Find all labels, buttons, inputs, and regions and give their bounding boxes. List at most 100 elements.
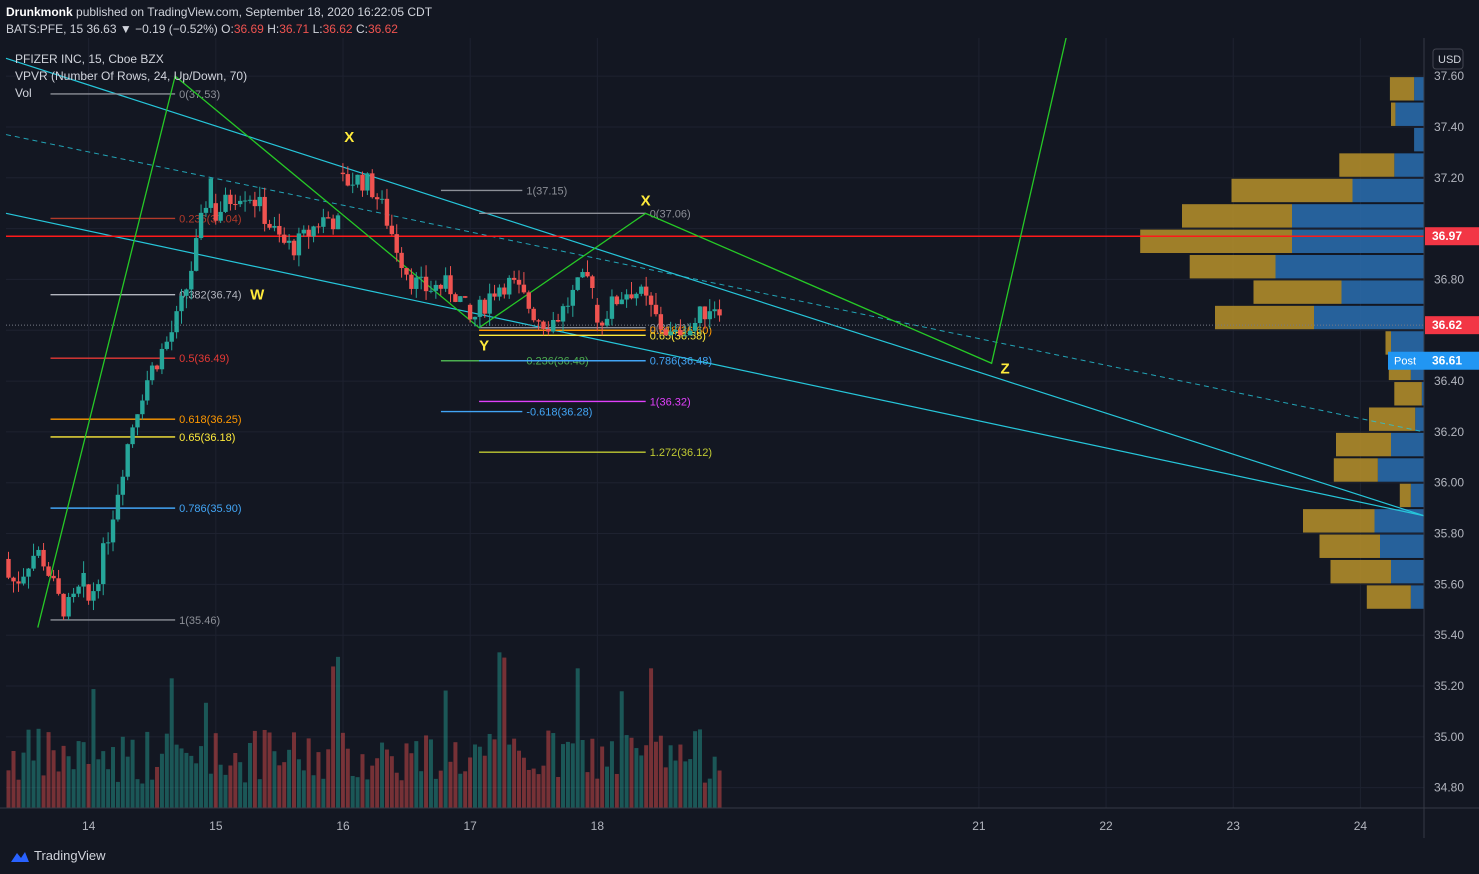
candle-body — [438, 284, 443, 289]
volume-bar — [257, 779, 262, 808]
volume-bar — [458, 773, 463, 808]
time-tick-label: 21 — [972, 819, 986, 833]
volume-bar — [345, 748, 350, 808]
header-bar: Drunkmonk published on TradingView.com, … — [0, 0, 1479, 38]
price-tick-label: 35.60 — [1434, 577, 1464, 591]
candle-body — [6, 558, 11, 578]
last-price-badge-bg — [1425, 316, 1479, 335]
candle-body — [101, 543, 106, 585]
candle-body — [208, 178, 214, 208]
fib-level-label: 0.236(36.48) — [526, 356, 588, 368]
volume-bar — [340, 732, 345, 808]
volume-bar — [477, 746, 482, 808]
candle-body — [355, 174, 360, 185]
candle-body — [717, 309, 722, 316]
volume-bar — [189, 755, 194, 808]
tradingview-logo[interactable]: TradingView — [8, 848, 106, 863]
volume-bar — [693, 731, 698, 808]
vpvr-bar-up — [1140, 229, 1292, 254]
volume-bar — [634, 748, 639, 808]
volume-bar — [243, 782, 248, 808]
candle-body — [272, 225, 277, 228]
volume-bar — [551, 733, 556, 808]
vpvr-bar-up — [1366, 585, 1411, 609]
vpvr-bar-down — [1414, 77, 1424, 101]
candle-body — [511, 277, 517, 280]
fib-level-label: 0.786(35.90) — [179, 503, 241, 515]
volume-bar — [66, 756, 71, 808]
volume-bar — [76, 741, 81, 808]
candle-body — [614, 296, 620, 305]
candle-body — [370, 173, 375, 198]
close-label: C: — [355, 22, 368, 36]
volume-bar — [565, 741, 570, 808]
author-name[interactable]: Drunkmonk — [6, 5, 73, 19]
volume-bar — [556, 777, 561, 808]
price-chart-svg[interactable]: 0(37.53) 0.236(37.04) 0.382(36.74) 0.5(36.4… — [0, 0, 1479, 838]
legend-title[interactable]: PFIZER INC, 15, Cboe BZX — [15, 52, 164, 66]
vpvr-bar-up — [1336, 432, 1391, 457]
tradingview-cloud-icon — [11, 851, 29, 862]
vpvr-bar-up — [1385, 331, 1391, 355]
candle-body — [702, 306, 708, 320]
wxyz-pattern-path — [37, 0, 1076, 628]
last-price-badge: 36.62 — [1432, 318, 1462, 332]
candle-body — [443, 275, 448, 289]
volume-bar — [663, 767, 668, 808]
volume-bar — [380, 742, 385, 808]
volume-bar — [267, 732, 272, 808]
candle-body — [105, 542, 111, 544]
volume-bar — [409, 753, 414, 808]
chart-area[interactable]: 0(37.53) 0.236(37.04) 0.382(36.74) 0.5(36.4… — [0, 0, 1479, 838]
vpvr-bar-up — [1319, 534, 1380, 558]
volume-bar — [272, 751, 277, 808]
volume-bar — [140, 783, 145, 808]
volume-bar — [673, 760, 678, 808]
fib-level-label: 1.272(36.12) — [650, 447, 712, 459]
candle-body — [619, 299, 624, 305]
candle-body — [555, 320, 561, 322]
candle-body — [428, 290, 434, 292]
candle-body — [692, 323, 698, 331]
candle-body — [570, 289, 576, 306]
volume-bar — [712, 756, 717, 808]
fib-level-label: 0.382(36.74) — [179, 290, 241, 302]
volume-bar — [164, 733, 169, 808]
volume-bar — [404, 743, 409, 808]
volume-bar — [707, 778, 712, 808]
candle-body — [31, 555, 36, 569]
candle-body — [115, 494, 121, 520]
candle-body — [462, 296, 468, 298]
legend-vpvr[interactable]: VPVR (Number Of Rows, 24, Up/Down, 70) — [15, 69, 248, 83]
candle-body — [599, 322, 605, 326]
candle-body — [252, 199, 258, 207]
volume-bar — [360, 754, 365, 808]
legend-volume[interactable]: Vol — [15, 86, 32, 100]
candle-body — [458, 296, 463, 302]
volume-bar — [629, 737, 634, 808]
candle-body — [291, 240, 297, 256]
volume-bar — [521, 757, 526, 808]
fib-level-label: 0(37.06) — [650, 208, 691, 220]
volume-bar — [370, 765, 375, 808]
fib-level-label: 0.786(36.48) — [650, 356, 712, 368]
vpvr-bar-down — [1275, 255, 1424, 279]
candle-body — [516, 279, 522, 285]
candle-body — [585, 272, 590, 277]
volume-bar — [517, 750, 522, 808]
volume-bar — [605, 766, 610, 808]
vpvr-bar-down — [1314, 305, 1424, 330]
fib-level-label: 0.5(36.49) — [179, 353, 229, 365]
candle-body — [46, 566, 51, 576]
currency-button-label[interactable]: USD — [1438, 54, 1461, 66]
volume-bar — [247, 742, 252, 808]
volume-bar — [213, 733, 218, 808]
volume-bar — [277, 765, 282, 808]
volume-bar — [541, 765, 546, 808]
volume-bar — [653, 741, 658, 808]
candle-body — [21, 576, 26, 584]
candle-body — [125, 444, 130, 477]
time-tick-label: 18 — [591, 819, 605, 833]
volume-bar — [252, 730, 257, 808]
vpvr-bar-up — [1303, 509, 1375, 533]
